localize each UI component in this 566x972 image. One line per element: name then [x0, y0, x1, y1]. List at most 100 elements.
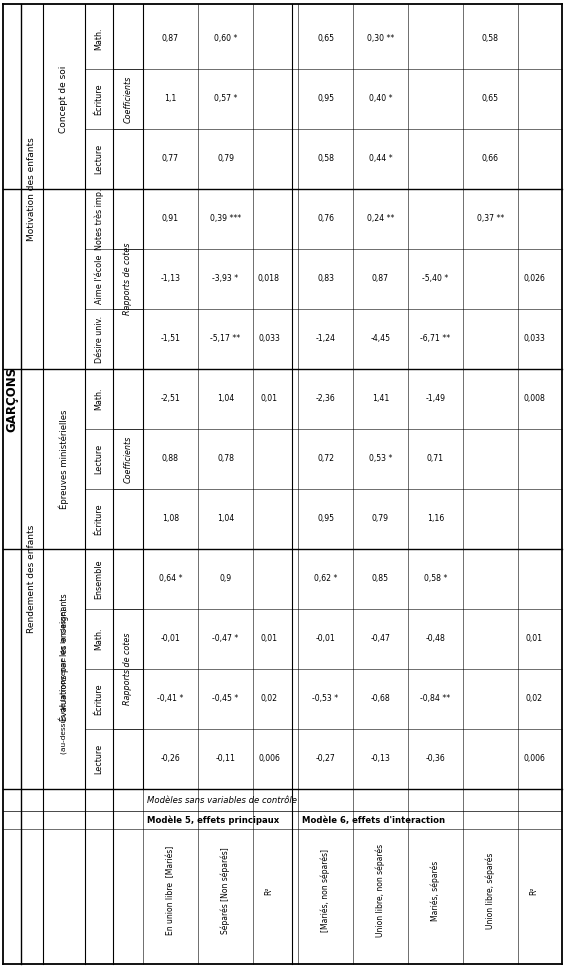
Text: 0,24 **: 0,24 **: [367, 215, 394, 224]
Text: 0,006: 0,006: [258, 754, 280, 763]
Text: 0,01: 0,01: [525, 635, 543, 643]
Text: -0,11: -0,11: [216, 754, 235, 763]
Text: Écriture: Écriture: [95, 84, 104, 115]
Text: -0,84 **: -0,84 **: [421, 695, 451, 704]
Text: 0,60 *: 0,60 *: [214, 34, 237, 44]
Text: Séparés [Non séparés]: Séparés [Non séparés]: [221, 848, 230, 934]
Text: Désire univ.: Désire univ.: [95, 316, 104, 363]
Text: 0,033: 0,033: [523, 334, 545, 343]
Text: -0,41 *: -0,41 *: [157, 695, 184, 704]
Text: -0,53 *: -0,53 *: [312, 695, 338, 704]
Text: -0,01: -0,01: [161, 635, 181, 643]
Text: 0,78: 0,78: [217, 455, 234, 464]
Text: 0,83: 0,83: [317, 274, 334, 284]
Text: 0,85: 0,85: [372, 574, 389, 583]
Text: Épreuves ministérielles: Épreuves ministérielles: [59, 409, 69, 508]
Text: -4,45: -4,45: [371, 334, 391, 343]
Text: -5,17 **: -5,17 **: [211, 334, 241, 343]
Text: -1,13: -1,13: [161, 274, 181, 284]
Text: 0,37 **: 0,37 **: [477, 215, 504, 224]
Text: R²: R²: [264, 886, 273, 895]
Text: Rapports de cotes: Rapports de cotes: [123, 633, 132, 706]
Text: 0,02: 0,02: [525, 695, 542, 704]
Text: -0,47: -0,47: [371, 635, 391, 643]
Text: 0,033: 0,033: [258, 334, 280, 343]
Text: GARÇONS: GARÇONS: [6, 366, 19, 432]
Text: 0,65: 0,65: [317, 34, 334, 44]
Text: -0,27: -0,27: [316, 754, 336, 763]
Text: Coefficients: Coefficients: [123, 76, 132, 122]
Text: Math.: Math.: [95, 28, 104, 51]
Text: 0,39 ***: 0,39 ***: [210, 215, 241, 224]
Text: 1,1: 1,1: [164, 94, 177, 103]
Text: -1,51: -1,51: [161, 334, 181, 343]
Text: 1,04: 1,04: [217, 395, 234, 403]
Text: Lecture: Lecture: [95, 444, 104, 474]
Text: 0,65: 0,65: [482, 94, 499, 103]
Text: 0,30 **: 0,30 **: [367, 34, 394, 44]
Text: 1,08: 1,08: [162, 514, 179, 524]
Text: Math.: Math.: [95, 628, 104, 650]
Text: 0,018: 0,018: [258, 274, 280, 284]
Text: 0,40 *: 0,40 *: [369, 94, 392, 103]
Text: 0,9: 0,9: [220, 574, 231, 583]
Text: 0,026: 0,026: [523, 274, 545, 284]
Text: (au-dessus de la moyenne de la classe): (au-dessus de la moyenne de la classe): [61, 608, 67, 754]
Text: Modèle 5, effets principaux: Modèle 5, effets principaux: [147, 816, 279, 825]
Text: 0,72: 0,72: [317, 455, 334, 464]
Text: Concept de soi: Concept de soi: [59, 65, 68, 133]
Text: -0,13: -0,13: [371, 754, 391, 763]
Text: Math.: Math.: [95, 388, 104, 410]
Text: Écriture: Écriture: [95, 503, 104, 535]
Text: -0,36: -0,36: [426, 754, 445, 763]
Text: Évaluations par les enseignants: Évaluations par les enseignants: [59, 593, 69, 721]
Text: 0,53 *: 0,53 *: [369, 455, 392, 464]
Text: Lecture: Lecture: [95, 144, 104, 174]
Text: -1,49: -1,49: [426, 395, 445, 403]
Text: Motivation des enfants: Motivation des enfants: [28, 137, 36, 241]
Text: Rendement des enfants: Rendement des enfants: [28, 525, 36, 633]
Text: Modèles sans variables de contrôle: Modèles sans variables de contrôle: [147, 795, 297, 805]
Text: 0,88: 0,88: [162, 455, 179, 464]
Text: -0,68: -0,68: [371, 695, 391, 704]
Text: -3,93 *: -3,93 *: [212, 274, 238, 284]
Text: 0,01: 0,01: [260, 635, 277, 643]
Text: Coefficients: Coefficients: [123, 435, 132, 483]
Text: 0,58: 0,58: [482, 34, 499, 44]
Text: 0,95: 0,95: [317, 514, 334, 524]
Text: 0,79: 0,79: [372, 514, 389, 524]
Text: 0,02: 0,02: [260, 695, 277, 704]
Text: Union libre, séparés: Union libre, séparés: [486, 852, 495, 928]
Text: Modèle 6, effets d'interaction: Modèle 6, effets d'interaction: [302, 816, 445, 824]
Text: Notes très imp.: Notes très imp.: [95, 189, 104, 250]
Text: R²: R²: [530, 886, 538, 895]
Text: 0,87: 0,87: [162, 34, 179, 44]
Text: 0,57 *: 0,57 *: [214, 94, 237, 103]
Text: -0,45 *: -0,45 *: [212, 695, 239, 704]
Text: -1,24: -1,24: [315, 334, 336, 343]
Text: Aime l'école: Aime l'école: [95, 255, 104, 303]
Text: 0,58 *: 0,58 *: [424, 574, 447, 583]
Text: En union libre  [Mariés]: En union libre [Mariés]: [166, 846, 175, 935]
Text: 1,16: 1,16: [427, 514, 444, 524]
Text: Union libre, non séparés: Union libre, non séparés: [376, 844, 385, 937]
Text: 1,41: 1,41: [372, 395, 389, 403]
Text: Mariés, séparés: Mariés, séparés: [431, 860, 440, 920]
Text: -0,48: -0,48: [426, 635, 445, 643]
Text: Rapports de cotes: Rapports de cotes: [123, 243, 132, 315]
Text: 1,04: 1,04: [217, 514, 234, 524]
Text: 0,62 *: 0,62 *: [314, 574, 337, 583]
Text: -6,71 **: -6,71 **: [421, 334, 451, 343]
Text: 0,77: 0,77: [162, 155, 179, 163]
Text: 0,58: 0,58: [317, 155, 334, 163]
Text: 0,008: 0,008: [523, 395, 545, 403]
Text: -2,36: -2,36: [316, 395, 336, 403]
Text: -0,26: -0,26: [161, 754, 181, 763]
Text: -2,51: -2,51: [161, 395, 181, 403]
Text: 0,95: 0,95: [317, 94, 334, 103]
Text: 0,66: 0,66: [482, 155, 499, 163]
Text: 0,87: 0,87: [372, 274, 389, 284]
Text: 0,91: 0,91: [162, 215, 179, 224]
Text: 0,71: 0,71: [427, 455, 444, 464]
Text: 0,006: 0,006: [523, 754, 545, 763]
